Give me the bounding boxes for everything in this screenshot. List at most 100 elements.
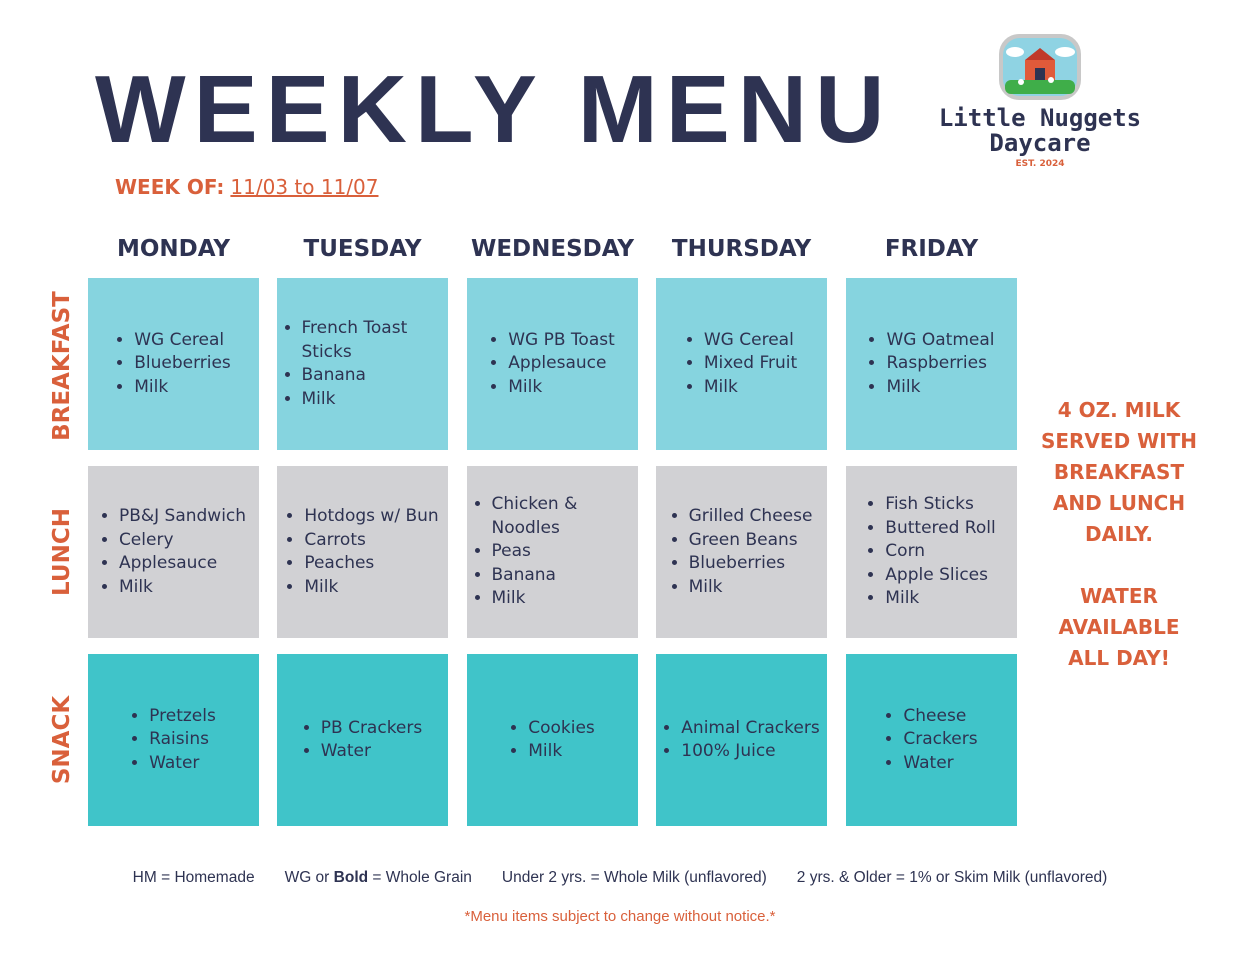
menu-item: WG Cereal [704,329,797,353]
menu-cell-breakfast-thursday: WG CerealMixed FruitMilk [656,278,827,450]
menu-item: 100% Juice [681,740,819,764]
menu-item: Milk [134,376,231,400]
logo-name: Little Nuggets Daycare [938,104,1142,157]
menu-item-list: PB&J SandwichCeleryApplesauceMilk [101,505,246,599]
menu-item: Water [149,752,216,776]
menu-item: Milk [304,576,438,600]
menu-cell-snack-wednesday: CookiesMilk [467,654,638,826]
week-of-dates: 11/03 to 11/07 [230,175,379,199]
menu-item: Animal Crackers [681,717,819,741]
menu-item: Milk [886,376,994,400]
menu-item-list: Animal Crackers100% Juice [663,717,819,764]
menu-cell-breakfast-monday: WG CerealBlueberriesMilk [88,278,259,450]
menu-cell-snack-monday: PretzelsRaisinsWater [88,654,259,826]
milk-note: 4 OZ. MILK SERVED WITH BREAKFAST AND LUN… [1040,398,1198,546]
menu-item: Pretzels [149,705,216,729]
menu-item: Chicken & Noodles [492,493,632,540]
menu-item: Banana [302,364,442,388]
menu-item: Celery [119,529,246,553]
menu-item: PB&J Sandwich [119,505,246,529]
menu-item: Corn [885,540,995,564]
menu-item: Milk [528,740,595,764]
legend-homemade: HM = Homemade [132,869,255,886]
week-of: WEEK OF: 11/03 to 11/07 [115,175,379,199]
menu-item: Grilled Cheese [689,505,813,529]
menu-item: Peaches [304,552,438,576]
menu-item: Banana [492,564,632,588]
menu-item: Raisins [149,728,216,752]
day-header-friday: FRIDAY [884,236,979,262]
menu-cell-breakfast-friday: WG OatmealRaspberriesMilk [846,278,1017,450]
legend: HM = Homemade WG or Bold = Whole Grain U… [0,869,1240,887]
menu-item: Blueberries [689,552,813,576]
menu-item: French Toast Sticks [302,317,442,364]
menu-item: Applesauce [119,552,246,576]
menu-item-list: Fish SticksButtered RollCornApple Slices… [867,493,995,611]
menu-item: Milk [885,587,995,611]
menu-item: Carrots [304,529,438,553]
menu-item-list: WG CerealBlueberriesMilk [116,329,231,400]
menu-item: WG Cereal [134,329,231,353]
menu-item-list: Chicken & NoodlesPeasBananaMilk [474,493,632,611]
menu-item-list: French Toast SticksBananaMilk [284,317,442,411]
day-header-tuesday: TUESDAY [303,236,422,262]
menu-cell-snack-tuesday: PB CrackersWater [277,654,448,826]
menu-item-list: CookiesMilk [510,717,595,764]
legend-over-2: 2 yrs. & Older = 1% or Skim Milk (unflav… [796,869,1108,886]
disclaimer: *Menu items subject to change without no… [464,908,776,925]
menu-item-list: WG PB ToastApplesauceMilk [490,329,615,400]
menu-item: Peas [492,540,632,564]
menu-cell-snack-friday: CheeseCrackersWater [846,654,1017,826]
menu-cell-lunch-tuesday: Hotdogs w/ BunCarrotsPeachesMilk [277,466,448,638]
week-of-label: WEEK OF: [115,175,225,199]
menu-item: Green Beans [689,529,813,553]
menu-item: Hotdogs w/ Bun [304,505,438,529]
water-note: WATER AVAILABLE ALL DAY! [1058,584,1180,670]
menu-item: Milk [119,576,246,600]
menu-item: Cookies [528,717,595,741]
menu-item: Blueberries [134,352,231,376]
menu-item-list: WG OatmealRaspberriesMilk [868,329,994,400]
menu-item: Milk [492,587,632,611]
menu-item: Apple Slices [885,564,995,588]
menu-cell-snack-thursday: Animal Crackers100% Juice [656,654,827,826]
legend-whole-grain: WG or Bold = Whole Grain [284,869,472,886]
menu-cell-lunch-monday: PB&J SandwichCeleryApplesauceMilk [88,466,259,638]
menu-item: Milk [704,376,797,400]
menu-item-list: Hotdogs w/ BunCarrotsPeachesMilk [286,505,438,599]
menu-item-list: PretzelsRaisinsWater [131,705,216,776]
menu-item: WG Oatmeal [886,329,994,353]
menu-item: WG PB Toast [508,329,615,353]
menu-item: Crackers [903,728,977,752]
menu-item: Applesauce [508,352,615,376]
menu-item: Water [321,740,423,764]
logo-est: EST. 2024 [1015,159,1065,169]
menu-item: Cheese [903,705,977,729]
day-header-thursday: THURSDAY [671,236,812,262]
menu-item: Mixed Fruit [704,352,797,376]
menu-item: Buttered Roll [885,517,995,541]
barn-logo-icon [999,34,1081,100]
menu-item-list: PB CrackersWater [303,717,423,764]
menu-item: Fish Sticks [885,493,995,517]
page-title: WEEKLY MENU [95,56,893,163]
menu-item-list: CheeseCrackersWater [885,705,977,776]
menu-cell-breakfast-wednesday: WG PB ToastApplesauceMilk [467,278,638,450]
legend-under-2: Under 2 yrs. = Whole Milk (unflavored) [501,869,767,886]
menu-cell-lunch-wednesday: Chicken & NoodlesPeasBananaMilk [467,466,638,638]
menu-cell-lunch-thursday: Grilled CheeseGreen BeansBlueberriesMilk [656,466,827,638]
menu-item-list: WG CerealMixed FruitMilk [686,329,797,400]
menu-item: PB Crackers [321,717,423,741]
menu-item: Raspberries [886,352,994,376]
day-header-wednesday: WEDNESDAY [470,236,635,262]
menu-cell-breakfast-tuesday: French Toast SticksBananaMilk [277,278,448,450]
menu-item-list: Grilled CheeseGreen BeansBlueberriesMilk [671,505,813,599]
menu-cell-lunch-friday: Fish SticksButtered RollCornApple Slices… [846,466,1017,638]
menu-item: Milk [302,388,442,412]
side-note: 4 OZ. MILK SERVED WITH BREAKFAST AND LUN… [1035,395,1203,674]
menu-item: Milk [508,376,615,400]
logo: Little Nuggets Daycare EST. 2024 [920,30,1160,169]
menu-item: Milk [689,576,813,600]
menu-item: Water [903,752,977,776]
day-header-monday: MONDAY [116,236,231,262]
